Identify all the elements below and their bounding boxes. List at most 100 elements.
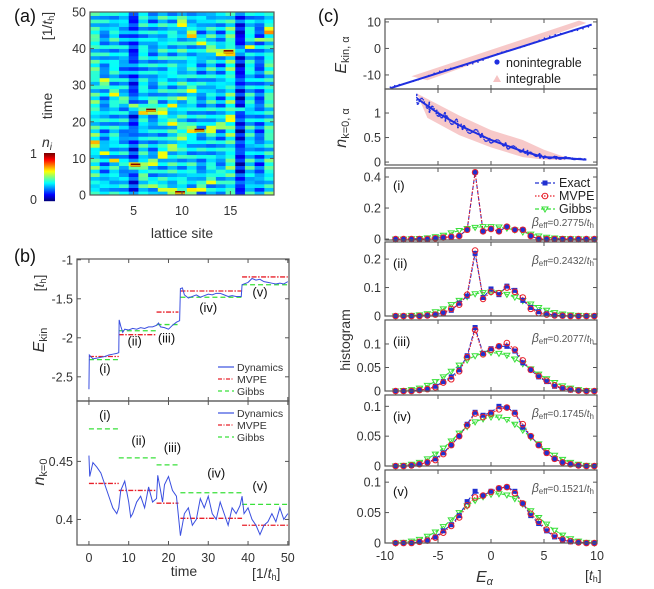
heatmap-cell	[128, 77, 139, 82]
heatmap-cell	[215, 19, 226, 24]
heatmap-cell	[215, 129, 226, 134]
beta-subscript: eff	[539, 487, 549, 496]
heatmap-cell	[206, 184, 217, 188]
colorbar-step	[44, 200, 55, 202]
exact-marker	[456, 233, 462, 239]
y-tick-label: 1	[374, 107, 381, 121]
heatmap-cell	[196, 55, 207, 60]
heatmap-cell	[119, 41, 130, 46]
heatmap-cell	[254, 44, 265, 49]
heatmap-cell	[157, 169, 168, 174]
heatmap-cell	[167, 187, 178, 192]
x-tick-label: -5	[432, 549, 443, 563]
heatmap-cell	[119, 52, 130, 57]
heatmap-cell	[264, 110, 275, 115]
heatmap-cell	[157, 59, 168, 64]
exact-marker	[528, 304, 534, 310]
heatmap-cell	[244, 162, 255, 167]
heatmap-cell	[148, 44, 159, 49]
heatmap-cell	[148, 77, 159, 82]
beta-unit-subscript: h	[590, 259, 594, 268]
exact-marker	[536, 442, 542, 448]
heatmap-cell	[235, 26, 246, 31]
heatmap-cell	[215, 165, 226, 170]
exact-marker	[536, 521, 542, 527]
heatmap-cell	[206, 22, 217, 27]
heatmap-cell	[215, 59, 226, 64]
heatmap-cell	[215, 55, 226, 60]
heatmap-cell	[196, 176, 207, 181]
heatmap-cell	[109, 44, 120, 49]
beta-symbol: β	[531, 253, 539, 267]
heatmap-cell	[138, 85, 149, 90]
heatmap-cell	[167, 118, 178, 123]
heatmap-cell	[167, 55, 178, 60]
mvpe-marker	[535, 372, 543, 380]
nonintegrable-point	[477, 61, 479, 63]
heatmap-cell	[225, 92, 236, 97]
heatmap-cell	[235, 33, 246, 38]
heatmap-cell	[244, 22, 255, 27]
gibbs-marker	[479, 224, 487, 231]
heatmap-cell	[119, 30, 130, 35]
heatmap-cell	[186, 136, 197, 141]
heatmap-cell	[109, 184, 120, 188]
nonintegrable-point	[444, 113, 447, 115]
colorbar-step	[44, 174, 55, 176]
exact-marker	[560, 236, 566, 242]
heatmap-cell	[186, 92, 197, 97]
a-xlabel: lattice site	[151, 225, 213, 241]
heatmap-cell	[264, 15, 275, 20]
heatmap-cell	[119, 136, 130, 141]
heatmap-cell	[177, 44, 188, 49]
heatmap-cell	[196, 107, 207, 112]
gibbs-line	[395, 416, 595, 467]
heatmap-cell	[196, 59, 207, 64]
heatmap-cell	[186, 59, 197, 64]
exact-marker	[464, 293, 470, 299]
exact-marker	[424, 459, 430, 465]
heatmap-cell	[177, 132, 188, 137]
heatmap-cell	[186, 33, 197, 38]
regime-label: (ii)	[131, 433, 145, 448]
heatmap-cell	[90, 147, 100, 152]
heatmap-cell	[225, 129, 236, 134]
heatmap-cell	[225, 44, 236, 49]
heatmap-cell	[244, 37, 255, 42]
heatmap-cell	[148, 147, 159, 152]
nonintegrable-point	[522, 148, 525, 150]
heatmap-cell	[138, 30, 149, 35]
heatmap-cell	[186, 66, 197, 71]
heatmap-cell	[215, 118, 226, 123]
heatmap-cell	[196, 77, 207, 82]
heatmap-cell	[225, 169, 236, 174]
colorbar-step	[44, 172, 55, 174]
heatmap-cell	[109, 85, 120, 90]
heatmap-cell	[119, 191, 130, 196]
heatmap-cell	[206, 70, 217, 75]
heatmap-cell	[254, 48, 265, 53]
heatmap-cell	[138, 52, 149, 57]
mvpe-marker	[479, 295, 487, 303]
heatmap-cell	[254, 165, 265, 170]
plot-area-b_top	[88, 276, 289, 390]
mvpe-marker	[447, 441, 455, 449]
heatmap-cell	[99, 37, 110, 42]
mvpe-marker	[519, 420, 527, 428]
heatmap-cell	[167, 30, 178, 35]
heatmap-cell	[90, 48, 100, 53]
nonintegrable-point	[421, 97, 423, 100]
exact-marker	[568, 539, 573, 545]
heatmap-cell	[177, 158, 188, 163]
heatmap-cell	[225, 143, 236, 148]
heatmap-cell	[254, 41, 265, 46]
y-tick-label: -2.5	[51, 370, 73, 384]
heatmap-cell	[235, 22, 246, 27]
plot-area-c_nk0	[415, 93, 587, 161]
heatmap-cell	[235, 184, 246, 188]
heatmap-cell	[90, 52, 100, 57]
gibbs-marker	[471, 291, 479, 298]
heatmap-cell	[109, 154, 120, 159]
heatmap-cell	[264, 85, 275, 90]
beta-value: =0.1521/	[548, 484, 587, 495]
